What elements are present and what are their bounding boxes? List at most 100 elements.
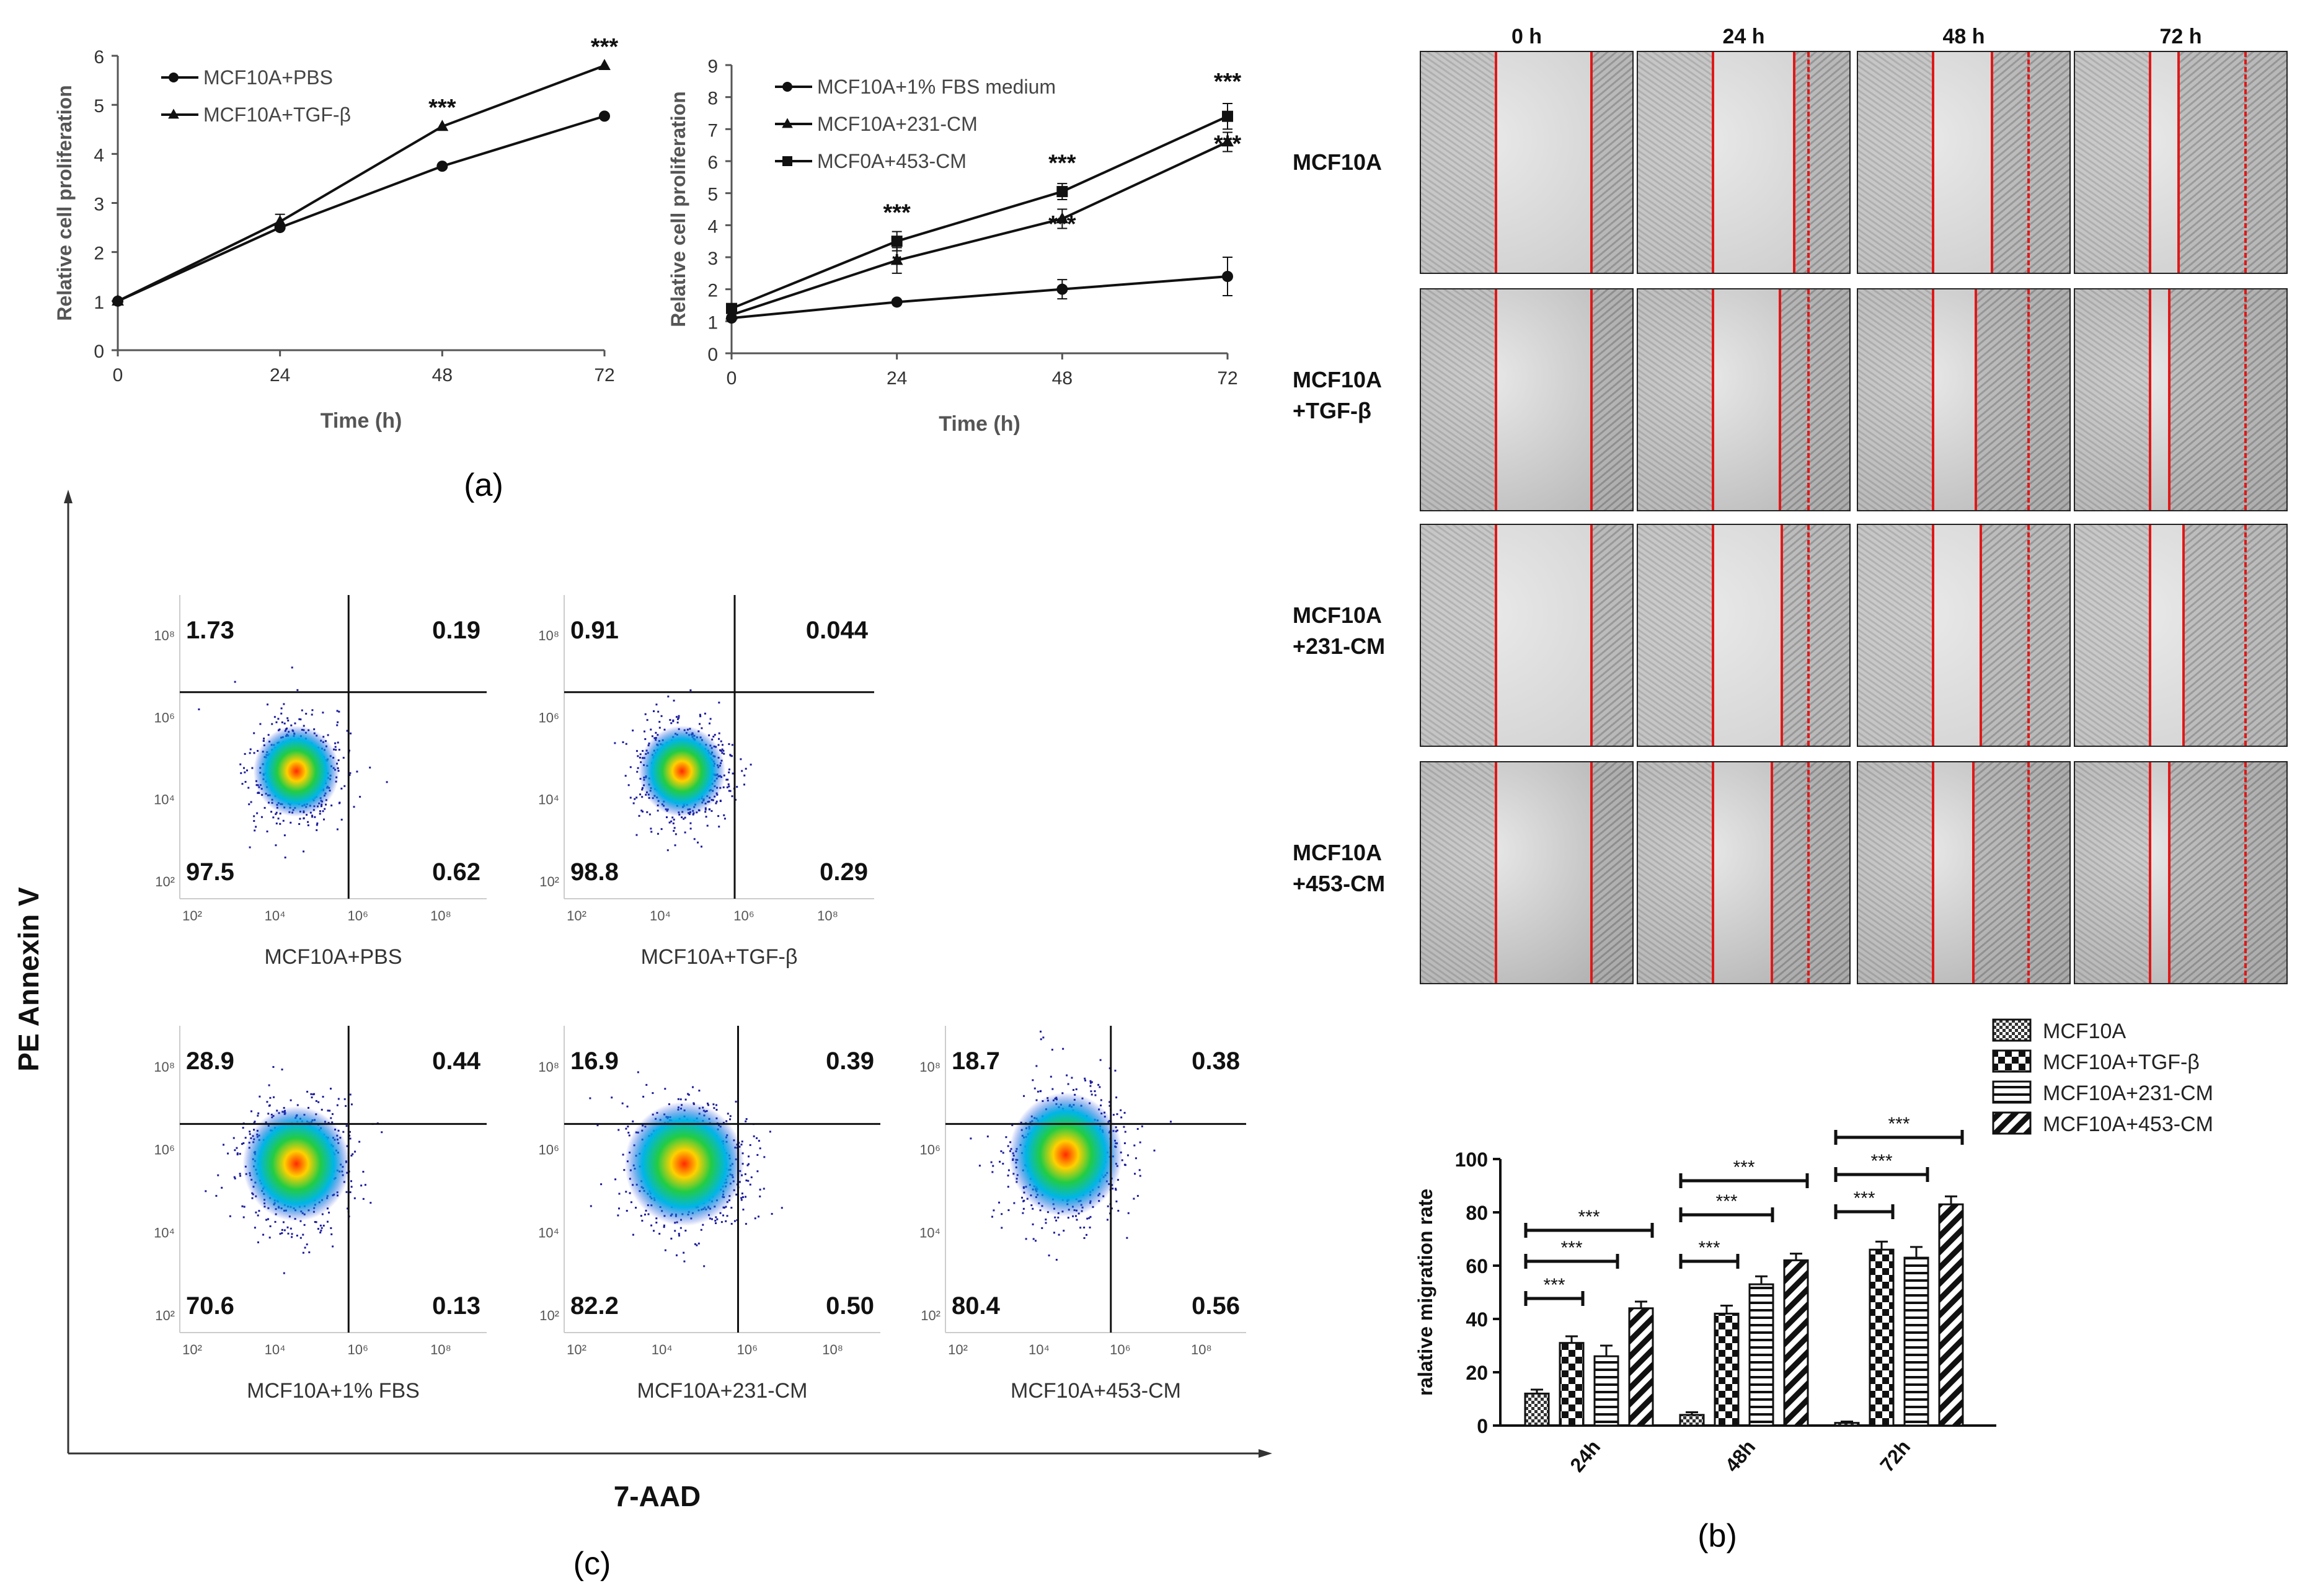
wound-assay-labels: 0 h 24 h 48 h 72 h MCF10A MCF10A +TGF-β MCF10A +… bbox=[1293, 25, 2202, 896]
time-label: 24 h bbox=[1722, 25, 1764, 48]
event-dot bbox=[319, 1224, 322, 1227]
event-dot bbox=[1067, 1217, 1069, 1219]
event-dot bbox=[259, 723, 262, 725]
event-dot bbox=[691, 1086, 694, 1088]
event-dot bbox=[283, 722, 286, 725]
event-dot bbox=[731, 795, 733, 798]
event-dot bbox=[673, 827, 676, 829]
event-dot bbox=[244, 771, 246, 774]
event-dot bbox=[283, 1229, 286, 1232]
bar-hlines bbox=[1593, 1355, 1619, 1427]
event-dot bbox=[241, 1205, 244, 1207]
original-edge-dashed bbox=[2244, 525, 2247, 746]
event-dot bbox=[642, 750, 644, 752]
cell-layer bbox=[1858, 762, 1932, 983]
event-dot bbox=[720, 1221, 723, 1223]
quadrant-ul: 0.91 bbox=[570, 617, 619, 644]
event-dot bbox=[1100, 1104, 1102, 1107]
wound-edge-line bbox=[1792, 52, 1795, 273]
series-line-1 bbox=[117, 64, 605, 302]
event-dot bbox=[600, 1183, 603, 1186]
y-tick-label: 3 bbox=[707, 249, 718, 269]
event-dot bbox=[650, 728, 652, 731]
significance-label: * bbox=[892, 250, 901, 276]
event-dot bbox=[697, 1242, 700, 1245]
event-dot bbox=[260, 816, 263, 818]
event-dot bbox=[337, 759, 340, 762]
y-tick-label: 10⁸ bbox=[154, 628, 175, 643]
event-dot bbox=[644, 730, 646, 733]
original-edge-dashed bbox=[2027, 762, 2030, 983]
event-dot bbox=[1022, 1212, 1024, 1214]
density-cloud bbox=[242, 1106, 350, 1222]
event-dot bbox=[253, 752, 255, 754]
density-cloud bbox=[639, 725, 725, 817]
event-dot bbox=[665, 816, 668, 819]
x-tick-label: 10⁸ bbox=[817, 908, 838, 924]
event-dot bbox=[362, 1197, 365, 1200]
event-dot bbox=[345, 1125, 348, 1127]
event-dot bbox=[704, 808, 707, 811]
chart-b-migration-rate: 0 20 40 60 80 100 ralative migration rate 24h **… bbox=[1414, 1018, 2213, 1476]
marker-triangle bbox=[1221, 135, 1234, 147]
series-line-0 bbox=[117, 115, 605, 302]
y-tick-label: 0 bbox=[94, 342, 104, 362]
event-dot bbox=[271, 723, 273, 725]
event-dot bbox=[681, 816, 683, 819]
legend-label: MCF10A+453-CM bbox=[2043, 1113, 2213, 1136]
significance-label: *** bbox=[591, 34, 619, 60]
event-dot bbox=[280, 707, 283, 710]
event-dot bbox=[257, 1241, 259, 1243]
event-dot bbox=[735, 1100, 737, 1103]
event-dot bbox=[641, 796, 644, 798]
event-dot bbox=[694, 1243, 696, 1245]
wound-edge-line bbox=[1971, 762, 1975, 983]
event-dot bbox=[658, 1233, 661, 1235]
event-dot bbox=[320, 1229, 322, 1232]
cell-layer bbox=[1638, 52, 1712, 273]
event-dot bbox=[1055, 1219, 1058, 1222]
event-dot bbox=[1136, 1194, 1139, 1197]
event-dot bbox=[722, 749, 725, 752]
event-dot bbox=[286, 1226, 289, 1228]
significance-label: *** bbox=[1214, 69, 1242, 95]
event-dot bbox=[330, 1117, 332, 1119]
event-dot bbox=[1051, 1049, 1053, 1051]
y-tick-label: 1 bbox=[707, 312, 718, 333]
original-edge-dashed bbox=[1807, 762, 1810, 983]
event-dot bbox=[1094, 1090, 1096, 1093]
event-dot bbox=[1005, 1136, 1007, 1139]
event-dot bbox=[223, 1144, 225, 1146]
cell-layer bbox=[1858, 525, 1932, 746]
event-dot bbox=[641, 788, 644, 791]
event-dot bbox=[759, 1188, 761, 1191]
wound-edge-line bbox=[1975, 289, 1978, 510]
cell-layer bbox=[2182, 525, 2286, 746]
event-dot bbox=[263, 738, 265, 740]
event-dot bbox=[273, 716, 276, 718]
event-dot bbox=[618, 1193, 621, 1195]
event-dot bbox=[345, 1104, 347, 1107]
cell-layer bbox=[1638, 762, 1712, 983]
event-dot bbox=[650, 831, 653, 833]
event-dot bbox=[291, 1233, 293, 1235]
event-dot bbox=[312, 1093, 314, 1096]
event-dot bbox=[298, 718, 301, 720]
event-dot bbox=[745, 767, 747, 770]
cell-layer bbox=[1590, 289, 1632, 510]
event-dot bbox=[266, 830, 268, 832]
x-tick-label: 10⁶ bbox=[1110, 1342, 1131, 1357]
event-dot bbox=[277, 718, 280, 720]
event-dot bbox=[629, 1192, 631, 1194]
event-dot bbox=[246, 769, 248, 772]
event-dot bbox=[282, 1221, 285, 1223]
event-dot bbox=[720, 749, 722, 752]
event-dot bbox=[705, 816, 707, 818]
event-dot bbox=[1089, 1215, 1092, 1218]
event-dot bbox=[311, 816, 314, 818]
event-dot bbox=[257, 791, 260, 794]
event-dot bbox=[316, 829, 318, 831]
y-tick-label: 4 bbox=[94, 145, 104, 165]
quadrant-ll: 98.8 bbox=[570, 858, 619, 886]
event-dot bbox=[756, 1137, 758, 1139]
